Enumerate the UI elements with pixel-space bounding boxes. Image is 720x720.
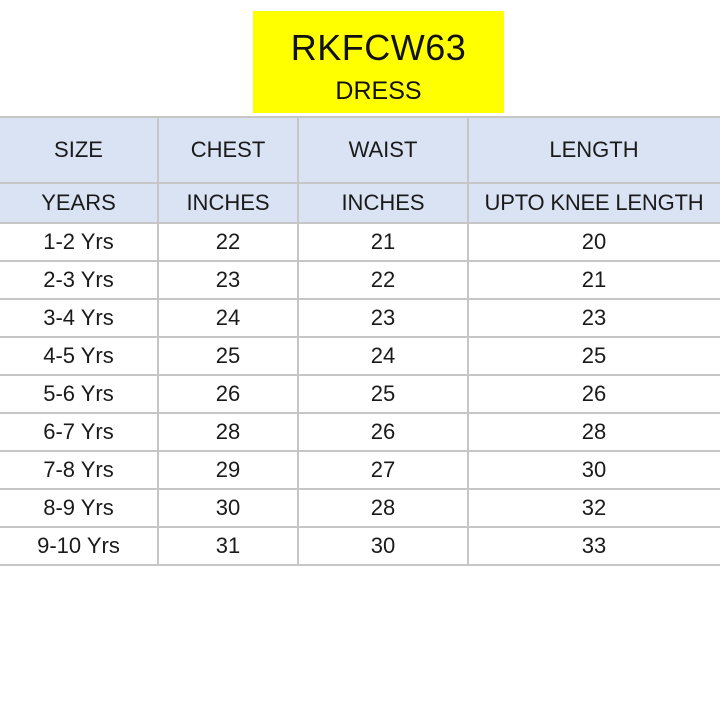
waist-cell: 22 [297, 260, 469, 300]
waist-cell: 26 [297, 412, 469, 452]
unit-header-length-text: UPTO KNEE LENGTH [484, 190, 704, 215]
column-header-length: LENGTH [467, 116, 720, 184]
unit-header-waist: INCHES [297, 182, 469, 224]
size-cell: 8-9 Yrs [0, 488, 159, 528]
length-cell: 20 [467, 222, 720, 262]
product-type: DRESS [335, 77, 422, 105]
waist-cell: 30 [297, 526, 469, 566]
table-row: 6-7 Yrs 28 26 28 [0, 412, 720, 452]
table-row: 2-3 Yrs 23 22 21 [0, 260, 720, 300]
size-chart-body: 1-2 Yrs 22 21 20 2-3 Yrs 23 22 21 3-4 Yrs 24 23 23 4… [0, 222, 720, 566]
chest-cell: 24 [157, 298, 299, 338]
table-row: 7-8 Yrs 29 27 30 [0, 450, 720, 490]
chest-cell: 26 [157, 374, 299, 414]
table-row: 4-5 Yrs 25 24 25 [0, 336, 720, 376]
size-cell: 4-5 Yrs [0, 336, 159, 376]
length-cell: 28 [467, 412, 720, 452]
length-cell: 21 [467, 260, 720, 300]
table-row: 3-4 Yrs 24 23 23 [0, 298, 720, 338]
size-chart-table: SIZE CHEST WAIST LENGTH YEARS INCHES INC… [0, 116, 720, 566]
unit-header-row: YEARS INCHES INCHES UPTO KNEE LENGTH [0, 182, 720, 224]
unit-header-chest: INCHES [157, 182, 299, 224]
size-cell: 6-7 Yrs [0, 412, 159, 452]
unit-header-length: UPTO KNEE LENGTH [467, 182, 720, 224]
chest-cell: 25 [157, 336, 299, 376]
size-cell: 5-6 Yrs [0, 374, 159, 414]
waist-cell: 23 [297, 298, 469, 338]
product-code: RKFCW63 [290, 27, 467, 68]
waist-cell: 24 [297, 336, 469, 376]
chest-cell: 30 [157, 488, 299, 528]
column-header-size: SIZE [0, 116, 159, 184]
length-cell: 33 [467, 526, 720, 566]
size-cell: 2-3 Yrs [0, 260, 159, 300]
length-cell: 30 [467, 450, 720, 490]
chest-cell: 29 [157, 450, 299, 490]
waist-cell: 28 [297, 488, 469, 528]
column-header-chest: CHEST [157, 116, 299, 184]
length-cell: 25 [467, 336, 720, 376]
chest-cell: 22 [157, 222, 299, 262]
chest-cell: 31 [157, 526, 299, 566]
table-row: 1-2 Yrs 22 21 20 [0, 222, 720, 262]
chest-cell: 28 [157, 412, 299, 452]
size-cell: 3-4 Yrs [0, 298, 159, 338]
length-cell: 23 [467, 298, 720, 338]
length-cell: 26 [467, 374, 720, 414]
unit-header-size: YEARS [0, 182, 159, 224]
column-header-waist: WAIST [297, 116, 469, 184]
waist-cell: 25 [297, 374, 469, 414]
chest-cell: 23 [157, 260, 299, 300]
size-cell: 9-10 Yrs [0, 526, 159, 566]
length-cell: 32 [467, 488, 720, 528]
product-title-box: RKFCW63 DRESS [253, 11, 504, 113]
column-header-row: SIZE CHEST WAIST LENGTH [0, 116, 720, 184]
size-cell: 7-8 Yrs [0, 450, 159, 490]
waist-cell: 21 [297, 222, 469, 262]
size-cell: 1-2 Yrs [0, 222, 159, 262]
waist-cell: 27 [297, 450, 469, 490]
table-row: 8-9 Yrs 30 28 32 [0, 488, 720, 528]
table-row: 5-6 Yrs 26 25 26 [0, 374, 720, 414]
table-row: 9-10 Yrs 31 30 33 [0, 526, 720, 566]
